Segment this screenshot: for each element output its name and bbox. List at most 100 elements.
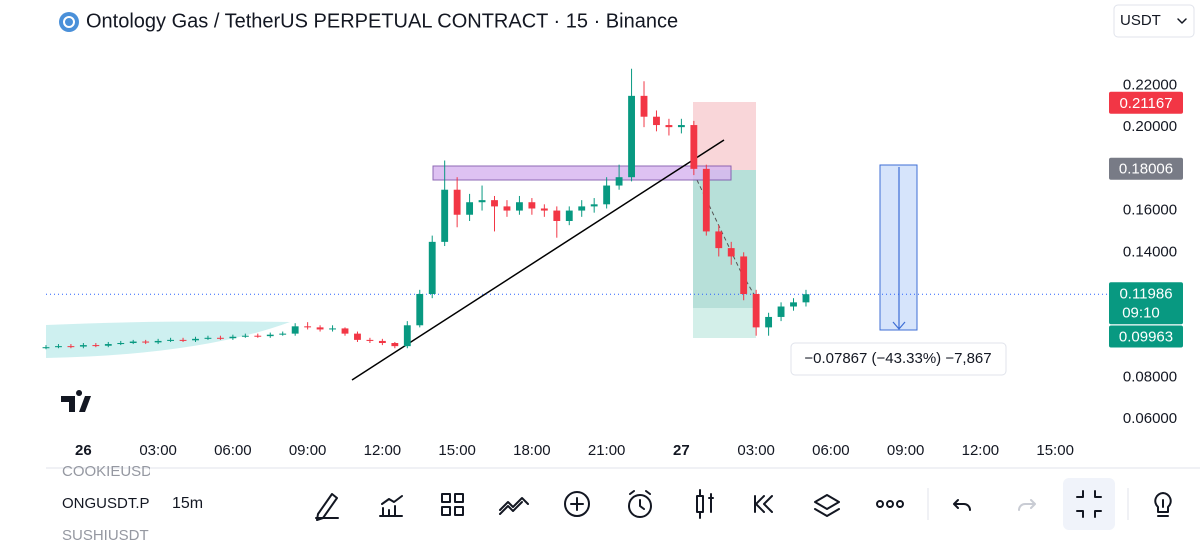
currency-select[interactable]: [1113, 4, 1195, 38]
ideas-icon[interactable]: [1154, 492, 1172, 517]
indicator-icon[interactable]: [379, 495, 403, 517]
candle-body: [142, 341, 150, 343]
x-tick-label: 12:00: [962, 442, 1000, 459]
projection-line: [696, 179, 761, 306]
zone-rectangle[interactable]: [432, 165, 732, 181]
candle-body: [42, 347, 50, 349]
candle-body: [117, 343, 125, 345]
collapse-icon: [1076, 490, 1102, 518]
candle-body: [752, 294, 760, 328]
last-price-label: 0.11986: [1119, 285, 1172, 302]
trend-line[interactable]: [351, 139, 725, 381]
x-tick-label: 09:00: [887, 442, 925, 459]
candle-body: [67, 346, 75, 348]
currency-label: USDT: [1120, 12, 1161, 29]
pencil-icon[interactable]: [315, 493, 339, 521]
add-icon[interactable]: [564, 491, 590, 517]
candle-body: [777, 306, 785, 317]
candle-body: [603, 185, 611, 205]
candle-body: [391, 343, 399, 347]
candle-body: [553, 210, 561, 221]
candle-body: [802, 294, 810, 303]
candle-body: [453, 189, 461, 215]
symbol-item[interactable]: SUSHIUSDT: [62, 527, 149, 540]
candle-body: [441, 189, 449, 242]
measure-label: −0.07867 (−43.33%) −7,867: [804, 350, 991, 367]
candle-body: [378, 340, 386, 344]
candle-body: [403, 325, 411, 347]
candle-body: [229, 336, 237, 339]
last-price-tag: [1109, 282, 1183, 325]
candle-body: [615, 177, 623, 186]
candle-body: [665, 125, 673, 128]
candle-body: [204, 337, 212, 339]
compare-icon[interactable]: [499, 497, 529, 515]
price-tag-label: 0.09963: [1119, 328, 1173, 345]
candle-body: [540, 208, 548, 211]
price-tag: [1109, 157, 1183, 180]
layers-icon[interactable]: [814, 494, 840, 517]
x-tick-label: 06:00: [214, 442, 252, 459]
replay-icon[interactable]: [754, 495, 773, 513]
candle-body: [129, 341, 137, 344]
x-tick-label: 26: [75, 442, 92, 459]
price-tag: [1109, 325, 1183, 348]
candle-body: [216, 337, 224, 339]
target-zone-extra[interactable]: [693, 308, 756, 338]
symbol-icon-ring: [63, 16, 75, 28]
candle-body: [677, 125, 685, 128]
symbol-item[interactable]: COOKIEUSDT: [62, 463, 161, 480]
candle-body: [565, 210, 573, 221]
candle-body: [192, 338, 199, 341]
measure-tooltip: [790, 342, 1007, 376]
candle-body: [79, 345, 87, 347]
price-tag-label: 0.21167: [1119, 95, 1172, 112]
candle-body: [516, 202, 523, 211]
price-tag-label: 0.18006: [1119, 161, 1173, 178]
candle-body: [329, 328, 336, 330]
countdown: 09:10: [1122, 304, 1160, 321]
candle-body: [154, 340, 162, 343]
candles-icon[interactable]: [696, 489, 714, 519]
candle-body: [503, 206, 511, 211]
redo-icon[interactable]: [1018, 499, 1036, 511]
x-tick-label: 06:00: [812, 442, 850, 459]
candle-body: [727, 248, 735, 257]
alert-icon[interactable]: [628, 494, 652, 518]
candle-body: [279, 333, 287, 335]
candle-body: [715, 231, 723, 249]
candle-body: [528, 202, 536, 209]
candle-body: [104, 344, 112, 346]
toolbar-icons: [315, 489, 1036, 521]
candle-body: [304, 326, 312, 328]
tv-logo: [61, 390, 91, 412]
undo-icon[interactable]: [953, 499, 971, 511]
symbol-icon: [59, 12, 79, 32]
candle-body: [341, 328, 349, 334]
x-tick-label: 09:00: [289, 442, 327, 459]
interval[interactable]: 15m: [172, 495, 203, 512]
x-tick-label: 18:00: [513, 442, 551, 459]
fullscreen-button[interactable]: [1063, 478, 1115, 530]
candle-body: [179, 339, 187, 341]
candle-body: [578, 206, 586, 211]
channel-shape: [46, 321, 290, 358]
more-icon[interactable]: [876, 500, 884, 508]
symbol-item[interactable]: ONGUSDT.P: [62, 495, 150, 512]
stop-zone[interactable]: [693, 102, 756, 170]
candle-body: [266, 334, 274, 337]
candle-body: [241, 335, 249, 337]
y-tick-label: 0.22000: [1123, 76, 1177, 93]
y-tick-label: 0.20000: [1123, 118, 1177, 135]
candle-body: [491, 200, 498, 207]
candle-body: [354, 333, 361, 340]
price-tag: [1109, 91, 1183, 114]
y-tick-label: 0.06000: [1123, 410, 1177, 427]
chart-title: Ontology Gas / TetherUS PERPETUAL CONTRA…: [86, 10, 678, 32]
candle-body: [466, 202, 474, 215]
candle-body: [291, 326, 299, 334]
candle-body: [416, 294, 424, 326]
templates-icon[interactable]: [441, 493, 464, 516]
